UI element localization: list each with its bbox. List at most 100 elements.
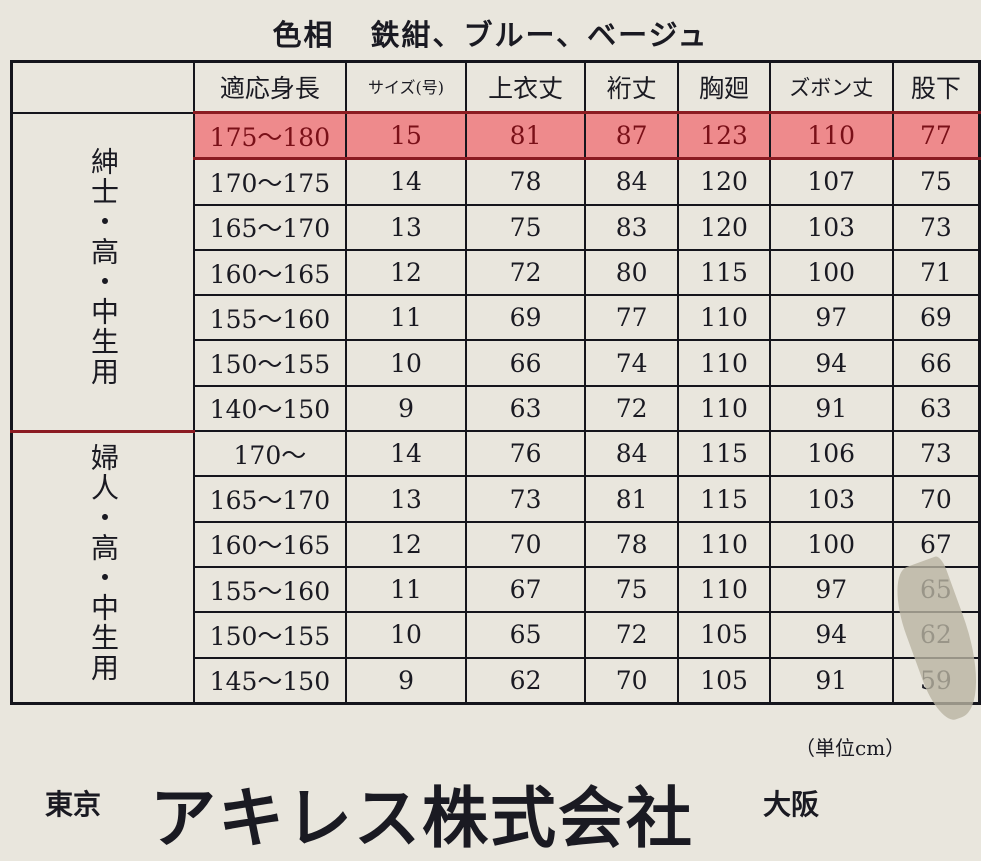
cell-pants-length: 97: [768, 294, 894, 342]
table-row: 170～175 14 78 84 120 107 75: [12, 157, 981, 206]
cell-inseam: 63: [891, 384, 981, 433]
cell-height-range: 150～155: [193, 611, 347, 659]
table-row: 140～150 9 63 72 110 91 63: [12, 384, 981, 433]
cell-jacket-length: 62: [465, 656, 586, 705]
header-size: サイズ(号): [344, 60, 468, 114]
cell-pants-length: 110: [768, 110, 894, 161]
corner-cell: [10, 60, 195, 114]
cell-jacket-length: 65: [465, 611, 586, 659]
cell-sleeve-length: 72: [583, 384, 680, 433]
cell-sleeve-length: 75: [583, 565, 680, 614]
table-row: 150～155 10 66 74 110 94 66: [12, 339, 981, 387]
cell-jacket-length: 63: [465, 384, 586, 433]
header-inseam: 股下: [891, 60, 981, 114]
table-row: 155～160 11 69 77 110 97 69: [12, 294, 981, 342]
cell-chest: 110: [677, 384, 771, 433]
cell-size: 9: [344, 384, 468, 433]
cell-size: 14: [344, 157, 468, 206]
cell-chest: 115: [677, 475, 771, 523]
cell-height-range: 170～: [193, 430, 347, 478]
table-row: 150～1551065721059462: [12, 611, 981, 659]
cell-jacket-length: 69: [465, 294, 586, 342]
cell-size: 11: [344, 565, 468, 614]
footer-tokyo: 東京: [45, 788, 102, 821]
cell-jacket-length: 70: [465, 520, 586, 568]
cell-inseam: 69: [891, 294, 981, 342]
cell-sleeve-length: 81: [583, 475, 680, 523]
header-chest: 胸廻: [677, 60, 771, 114]
cell-pants-length: 94: [768, 611, 894, 659]
cell-chest: 110: [677, 339, 771, 387]
cell-chest: 110: [677, 565, 771, 614]
cell-jacket-length: 76: [465, 430, 586, 478]
group-label: 紳士・高・中生用: [10, 111, 195, 433]
cell-chest: 120: [677, 203, 771, 251]
table-row: 160～165 12 70 78 110 100 67: [12, 520, 981, 568]
cell-jacket-length: 78: [465, 157, 586, 206]
cell-size: 14: [344, 430, 468, 478]
cell-jacket-length: 72: [465, 248, 586, 297]
cell-sleeve-length: 78: [583, 520, 680, 568]
cell-height-range: 145～150: [193, 656, 347, 705]
cell-chest: 120: [677, 157, 771, 206]
title-colors: 鉄紺、ブルー、ベージュ: [370, 18, 709, 52]
cell-jacket-length: 75: [465, 203, 586, 251]
cell-inseam: 73: [891, 430, 981, 478]
cell-chest: 110: [677, 520, 771, 568]
cell-jacket-length: 67: [465, 565, 586, 614]
cell-pants-length: 91: [768, 656, 894, 705]
cell-sleeve-length: 74: [583, 339, 680, 387]
cell-height-range: 140～150: [193, 384, 347, 433]
cell-height-range: 170～175: [193, 157, 347, 206]
cell-size: 13: [344, 203, 468, 251]
header-row: 適応身長 サイズ(号) 上衣丈 裄丈 胸廻 ズボン丈 股下: [10, 60, 981, 114]
cell-sleeve-length: 80: [583, 248, 680, 297]
cell-height-range: 175～180: [193, 110, 347, 161]
cell-height-range: 160～165: [193, 520, 347, 568]
cell-inseam: 71: [891, 248, 981, 297]
cell-sleeve-length: 87: [583, 110, 680, 161]
cell-pants-length: 107: [768, 157, 894, 206]
cell-inseam: 70: [891, 475, 981, 523]
cell-pants-length: 94: [768, 339, 894, 387]
header-height: 適応身長: [193, 60, 347, 114]
header-sleeve-length: 裄丈: [583, 60, 680, 114]
header-jacket-length: 上衣丈: [465, 60, 586, 114]
cell-size: 15: [344, 110, 468, 161]
cell-pants-length: 91: [768, 384, 894, 433]
color-title: 色相 鉄紺、ブルー、ベージュ: [0, 12, 981, 54]
cell-height-range: 155～160: [193, 565, 347, 614]
cell-jacket-length: 73: [465, 475, 586, 523]
cell-inseam: 77: [891, 110, 981, 161]
cell-sleeve-length: 72: [583, 611, 680, 659]
cell-jacket-length: 81: [465, 110, 586, 161]
cell-chest: 110: [677, 294, 771, 342]
footer-osaka: 大阪: [763, 788, 820, 821]
cell-sleeve-length: 84: [583, 157, 680, 206]
cell-sleeve-length: 70: [583, 656, 680, 705]
table-row: 160～165 12 72 80 115 100 71: [12, 248, 981, 297]
cell-size: 10: [344, 611, 468, 659]
cell-height-range: 150～155: [193, 339, 347, 387]
cell-inseam: 75: [891, 157, 981, 206]
cell-pants-length: 103: [768, 475, 894, 523]
cell-height-range: 165～170: [193, 203, 347, 251]
group-label-text: 紳士・高・中生用: [87, 147, 120, 388]
cell-chest: 115: [677, 248, 771, 297]
cell-height-range: 165～170: [193, 475, 347, 523]
cell-chest: 123: [677, 110, 771, 161]
cell-chest: 105: [677, 611, 771, 659]
cell-height-range: 155～160: [193, 294, 347, 342]
cell-height-range: 160～165: [193, 248, 347, 297]
cell-size: 12: [344, 520, 468, 568]
cell-inseam: 73: [891, 203, 981, 251]
cell-inseam: 66: [891, 339, 981, 387]
cell-pants-length: 100: [768, 520, 894, 568]
cell-pants-length: 106: [768, 430, 894, 478]
title-label: 色相: [272, 18, 335, 52]
size-table: 適応身長 サイズ(号) 上衣丈 裄丈 胸廻 ズボン丈 股下 紳士・高・中生用 17…: [10, 60, 981, 705]
cell-jacket-length: 66: [465, 339, 586, 387]
cell-size: 10: [344, 339, 468, 387]
cell-size: 11: [344, 294, 468, 342]
table-row: 婦人・高・中生用 170～ 14 76 84 115 106 73: [10, 430, 981, 705]
